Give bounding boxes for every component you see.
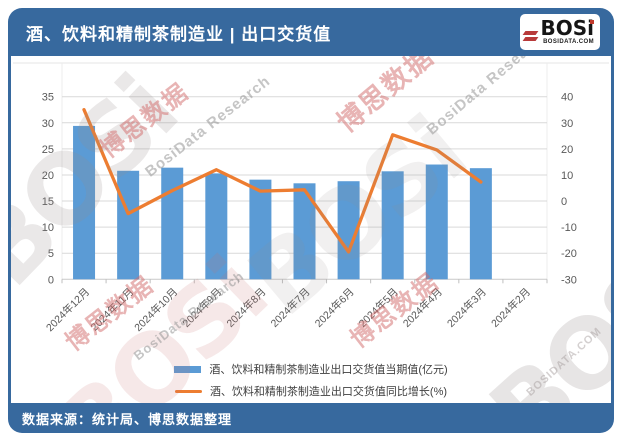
legend-swatch-bar — [174, 365, 202, 373]
svg-text:2024年3月: 2024年3月 — [444, 285, 489, 330]
logo-stripe-icon — [522, 31, 539, 35]
svg-text:0: 0 — [561, 196, 567, 208]
svg-text:2024年11月: 2024年11月 — [88, 285, 136, 333]
svg-text:-30: -30 — [561, 274, 577, 286]
svg-text:-10: -10 — [561, 222, 577, 234]
svg-text:2024年6月: 2024年6月 — [312, 285, 357, 330]
svg-text:2024年7月: 2024年7月 — [268, 285, 313, 330]
svg-text:35: 35 — [42, 92, 54, 104]
chart-card: 酒、饮料和精制茶制造业 | 出口交货值 BOSi BOSIDATA.COM BO… — [8, 8, 614, 433]
svg-text:2024年2月: 2024年2月 — [488, 285, 533, 330]
svg-text:30: 30 — [561, 118, 573, 130]
svg-text:10: 10 — [42, 222, 54, 234]
grid-group — [13, 62, 609, 284]
svg-text:20: 20 — [561, 144, 573, 156]
svg-text:20: 20 — [42, 170, 54, 182]
svg-text:10: 10 — [561, 170, 573, 182]
bars-group — [73, 125, 492, 280]
legend-item-line: 酒、饮料和精制茶制造业出口交货值同比增长(%) — [174, 383, 448, 399]
legend-item-bars: 酒、饮料和精制茶制造业出口交货值当期值(亿元) — [174, 361, 448, 377]
svg-text:2024年8月: 2024年8月 — [224, 285, 269, 330]
svg-text:2024年4月: 2024年4月 — [400, 285, 445, 330]
svg-text:5: 5 — [48, 248, 54, 260]
svg-text:0: 0 — [48, 274, 54, 286]
logo-name: BOSi — [540, 16, 594, 40]
svg-text:2024年5月: 2024年5月 — [356, 285, 401, 330]
page-title: 酒、饮料和精制茶制造业 | 出口交货值 — [26, 24, 332, 44]
legend-swatch-line — [174, 389, 202, 393]
svg-text:30: 30 — [42, 118, 54, 130]
combo-chart-svg: 0 5 10 15 20 25 30 35 -30 -20 -10 0 10 20 30 40 2024年12月… — [13, 62, 609, 334]
brand-logo: BOSi BOSIDATA.COM — [520, 14, 600, 50]
legend-label-line: 酒、饮料和精制茶制造业出口交货值同比增长(%) — [209, 386, 448, 398]
svg-text:2024年9月: 2024年9月 — [180, 285, 225, 330]
svg-text:25: 25 — [42, 144, 54, 156]
line-group — [82, 108, 483, 254]
svg-text:40: 40 — [561, 92, 573, 104]
legend-label-bars: 酒、饮料和精制茶制造业出口交货值当期值(亿元) — [209, 364, 448, 376]
legend: 酒、饮料和精制茶制造业出口交货值当期值(亿元) 酒、饮料和精制茶制造业出口交货值… — [11, 361, 611, 399]
data-source-text: 数据来源：统计局、博思数据整理 — [22, 411, 233, 427]
logo-stripe-icon — [522, 37, 539, 41]
card-footer: 数据来源：统计局、博思数据整理 — [8, 403, 614, 433]
svg-text:15: 15 — [42, 196, 54, 208]
left-axis-labels: 0 5 10 15 20 25 30 35 — [42, 92, 54, 287]
right-axis-labels: -30 -20 -10 0 10 20 30 40 — [561, 92, 577, 287]
svg-text:2024年12月: 2024年12月 — [43, 285, 92, 334]
logo-domain: BOSIDATA.COM — [543, 39, 594, 45]
card-header: 酒、饮料和精制茶制造业 | 出口交货值 BOSi BOSIDATA.COM — [8, 8, 614, 56]
chart-area: BOSi BOSi BOSi BOSi BOSIDATA.COM 博思数据 Bo… — [11, 56, 611, 403]
svg-text:2024年10月: 2024年10月 — [132, 285, 181, 334]
svg-text:-20: -20 — [561, 248, 577, 260]
